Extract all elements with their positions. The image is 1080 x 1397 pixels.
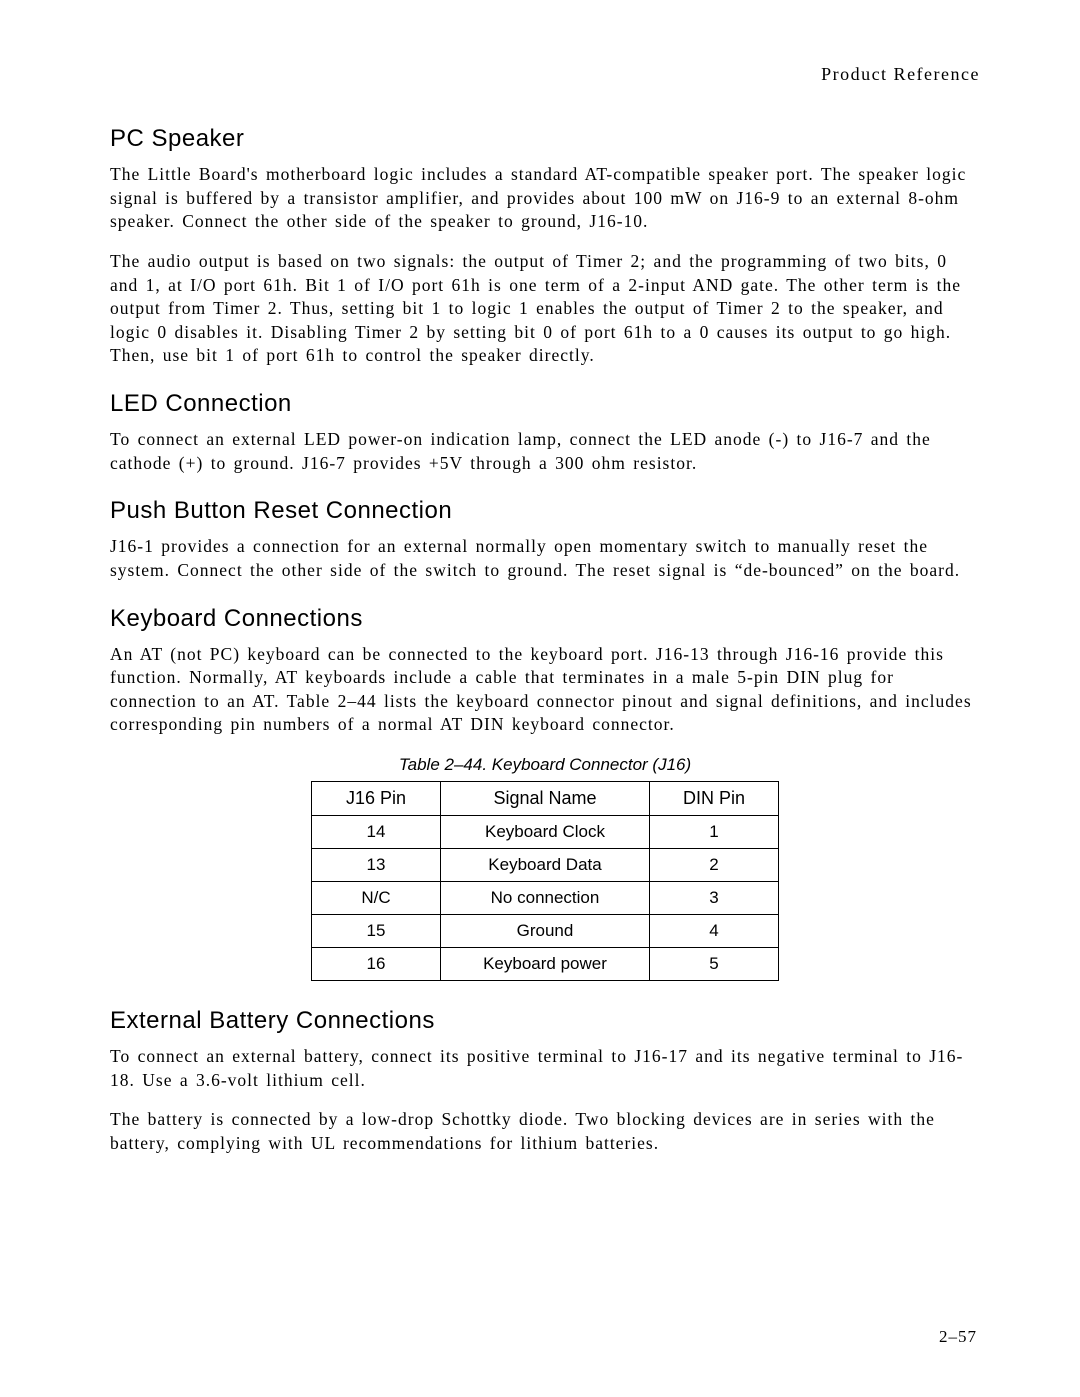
section-title-led: LED Connection [110, 390, 980, 418]
table-row: 14Keyboard Clock1 [312, 816, 779, 849]
table-header-cell: Signal Name [441, 782, 650, 816]
section-title-battery: External Battery Connections [110, 1007, 980, 1035]
table-header-cell: J16 Pin [312, 782, 441, 816]
section-title-reset: Push Button Reset Connection [110, 497, 980, 525]
page: Product Reference PC Speaker The Little … [0, 0, 1080, 1397]
table-cell: 16 [312, 948, 441, 981]
table-row: N/CNo connection3 [312, 882, 779, 915]
paragraph: J16-1 provides a connection for an exter… [110, 535, 980, 582]
paragraph: The battery is connected by a low-drop S… [110, 1108, 980, 1155]
paragraph: To connect an external LED power-on indi… [110, 428, 980, 475]
table-cell: 2 [650, 849, 779, 882]
table-cell: 15 [312, 915, 441, 948]
table-header-cell: DIN Pin [650, 782, 779, 816]
paragraph: An AT (not PC) keyboard can be connected… [110, 643, 980, 738]
table-cell: No connection [441, 882, 650, 915]
table-body: 14Keyboard Clock113Keyboard Data2N/CNo c… [312, 816, 779, 981]
table-cell: N/C [312, 882, 441, 915]
table-cell: 1 [650, 816, 779, 849]
table-cell: 5 [650, 948, 779, 981]
header-right: Product Reference [110, 64, 980, 85]
table-row: 15Ground4 [312, 915, 779, 948]
table-cell: 13 [312, 849, 441, 882]
table-cell: Keyboard Data [441, 849, 650, 882]
table-header-row: J16 Pin Signal Name DIN Pin [312, 782, 779, 816]
table-cell: Keyboard power [441, 948, 650, 981]
section-title-keyboard: Keyboard Connections [110, 605, 980, 633]
table-cell: Ground [441, 915, 650, 948]
paragraph: The audio output is based on two signals… [110, 250, 980, 368]
keyboard-connector-table: J16 Pin Signal Name DIN Pin 14Keyboard C… [311, 781, 779, 981]
table-cell: 14 [312, 816, 441, 849]
paragraph: To connect an external battery, connect … [110, 1045, 980, 1092]
paragraph: The Little Board's motherboard logic inc… [110, 163, 980, 234]
page-number: 2–57 [939, 1327, 977, 1347]
table-cell: 3 [650, 882, 779, 915]
table-cell: 4 [650, 915, 779, 948]
table-row: 16Keyboard power5 [312, 948, 779, 981]
table-cell: Keyboard Clock [441, 816, 650, 849]
table-row: 13Keyboard Data2 [312, 849, 779, 882]
table-caption: Table 2–44. Keyboard Connector (J16) [110, 755, 980, 775]
section-title-pc-speaker: PC Speaker [110, 125, 980, 153]
